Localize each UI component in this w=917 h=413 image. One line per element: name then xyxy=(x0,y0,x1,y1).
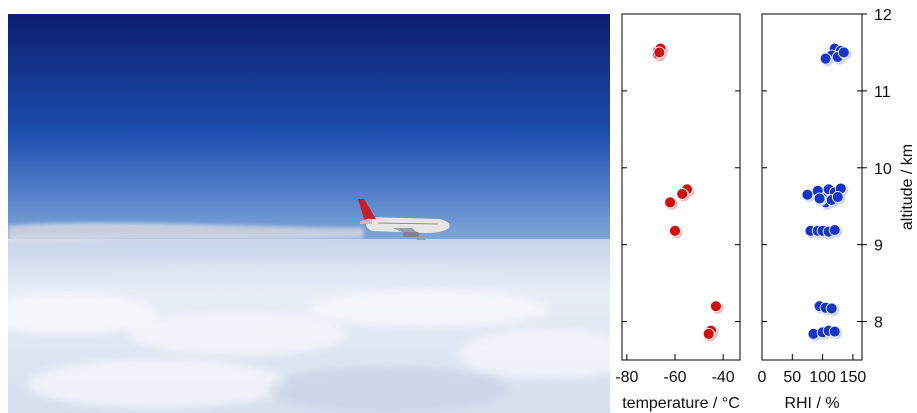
data-point xyxy=(825,302,838,315)
sky xyxy=(8,14,610,254)
aircraft-photo-scene xyxy=(8,14,610,413)
temperature-panel: -80 -60 -40 temperature / °C xyxy=(615,13,741,412)
x-tick-label: -60 xyxy=(663,369,686,386)
rhi-panel-frame xyxy=(761,13,863,361)
x-tick-label: -80 xyxy=(615,369,638,386)
temperature-panel-frame xyxy=(621,13,741,361)
data-point xyxy=(801,188,814,201)
x-tick-label: 50 xyxy=(783,369,801,386)
data-point xyxy=(828,224,841,236)
rhi-markers xyxy=(801,42,852,342)
data-point xyxy=(664,196,677,209)
x-tick-label: 0 xyxy=(758,369,767,386)
altitude-y-axis-title: altitude / km xyxy=(899,144,916,230)
data-point xyxy=(702,327,715,340)
data-point xyxy=(828,325,841,338)
y-tick-label: 11 xyxy=(874,84,891,101)
data-point xyxy=(837,46,850,59)
y-tick-label: 12 xyxy=(874,7,892,24)
temperature-ticks: -80 -60 -40 xyxy=(615,13,740,386)
y-tick-label: 8 xyxy=(874,315,883,332)
data-point xyxy=(813,192,826,205)
x-tick-label: -40 xyxy=(712,369,735,386)
data-point xyxy=(653,46,666,59)
y-tick-label: 9 xyxy=(874,238,883,255)
contrail xyxy=(8,222,363,244)
rhi-panel: 0 50 100 150 8 9 10 11 12 RHI / % altitude / km xyxy=(758,7,916,412)
temperature-markers xyxy=(652,42,724,342)
x-tick-label: 100 xyxy=(809,369,836,386)
temperature-x-axis-title: temperature / °C xyxy=(622,395,740,412)
y-tick-label: 10 xyxy=(874,161,892,178)
x-tick-label: 150 xyxy=(840,369,867,386)
cloud-texture xyxy=(8,264,610,411)
data-point xyxy=(710,300,722,313)
aircraft xyxy=(358,199,450,240)
data-point xyxy=(819,52,832,65)
rhi-ticks: 0 50 100 150 8 9 10 11 12 xyxy=(758,7,892,386)
data-point xyxy=(831,191,844,203)
rhi-x-axis-title: RHI / % xyxy=(784,395,839,412)
aircraft-photo xyxy=(8,14,610,413)
data-point xyxy=(676,188,689,200)
data-point xyxy=(669,224,681,237)
